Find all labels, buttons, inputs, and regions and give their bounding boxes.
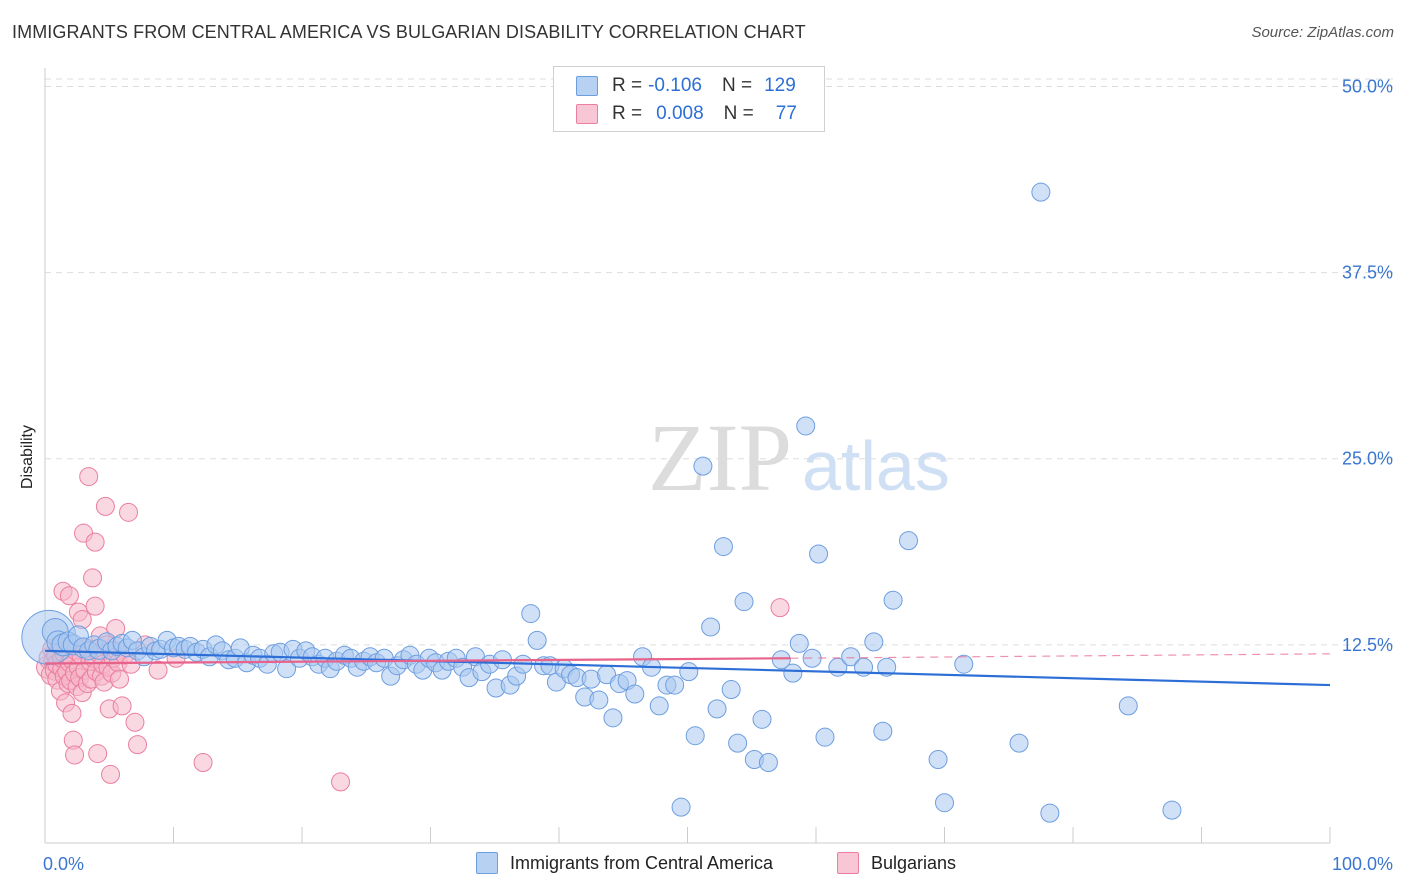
data-point: [85, 532, 105, 552]
gridlines: [45, 78, 1395, 646]
data-point: [954, 654, 974, 674]
data-point: [1162, 800, 1182, 820]
data-point: [112, 696, 132, 716]
axes: [44, 68, 1331, 844]
data-point: [789, 633, 809, 653]
data-point: [707, 699, 727, 719]
watermark-zip: ZIP: [648, 404, 792, 511]
data-point: [79, 467, 99, 487]
legend-swatch-blue: [476, 852, 498, 874]
data-point: [527, 630, 547, 650]
series-central-america: [21, 182, 1182, 823]
data-point: [883, 590, 903, 610]
data-point: [899, 531, 919, 551]
trend-lines: [44, 649, 1331, 687]
legend-label: Immigrants from Central America: [510, 852, 774, 873]
legend-r-label: R =: [612, 75, 643, 96]
bottom-legend-central-america: Immigrants from Central America: [476, 852, 773, 874]
x-tick-label: 100.0%: [1332, 854, 1393, 874]
data-point: [277, 659, 297, 679]
bottom-legend-bulgarians: Bulgarians: [837, 852, 956, 874]
data-point: [713, 537, 733, 557]
data-point: [771, 650, 791, 670]
data-point: [88, 744, 108, 764]
data-point: [841, 647, 861, 667]
data-point: [928, 750, 948, 770]
y-tick-label: 50.0%: [1342, 76, 1393, 96]
legend-row-bulgarians: R = 0.008 N = 77: [576, 101, 797, 127]
legend-n-label: N =: [721, 75, 753, 96]
data-point: [758, 753, 778, 773]
data-point: [65, 745, 85, 765]
series-bulgarians: [36, 467, 790, 792]
legend-r-value: -0.106: [648, 75, 702, 96]
y-tick-label: 25.0%: [1342, 449, 1393, 469]
data-point: [59, 586, 79, 606]
data-point: [734, 592, 754, 612]
data-point: [1009, 733, 1029, 753]
data-point: [83, 568, 103, 588]
data-point: [148, 660, 168, 680]
data-point: [796, 416, 816, 436]
legend-n-value: 77: [775, 103, 797, 124]
correlation-legend: R = -0.106 N = 129 R = 0.008 N = 77: [553, 66, 825, 132]
data-point: [693, 456, 713, 476]
data-point: [95, 496, 115, 516]
data-point: [62, 703, 82, 723]
y-tick-label: 12.5%: [1342, 635, 1393, 655]
data-point: [815, 727, 835, 747]
watermark-atlas: atlas: [802, 427, 950, 505]
data-point: [119, 502, 139, 522]
data-point: [679, 662, 699, 682]
data-point: [128, 735, 148, 755]
data-point: [864, 632, 884, 652]
data-point: [770, 598, 790, 618]
data-point: [603, 708, 623, 728]
legend-n-value: 129: [764, 75, 796, 96]
legend-swatch-blue: [576, 76, 598, 96]
data-point: [685, 726, 705, 746]
data-point: [1040, 803, 1060, 823]
data-point: [665, 675, 685, 695]
data-point: [728, 733, 748, 753]
chart-title: IMMIGRANTS FROM CENTRAL AMERICA VS BULGA…: [12, 22, 806, 42]
y-axis-label: Disability: [19, 424, 36, 490]
data-point: [193, 753, 213, 773]
legend-n-label: N =: [723, 103, 754, 124]
data-point: [331, 772, 351, 792]
data-point: [1118, 696, 1138, 716]
data-point: [101, 764, 121, 784]
tick-labels: 12.5% 25.0% 37.5% 50.0% 0.0% 100.0%: [43, 76, 1393, 874]
data-point: [701, 617, 721, 637]
data-point: [783, 663, 803, 683]
data-point: [625, 684, 645, 704]
legend-label: Bulgarians: [871, 852, 957, 873]
data-point: [1031, 182, 1051, 202]
source-credit: Source: ZipAtlas.com: [1251, 24, 1394, 41]
data-point: [85, 596, 105, 616]
data-point: [649, 696, 669, 716]
data-point: [110, 669, 130, 689]
x-tick-label: 0.0%: [43, 854, 84, 874]
trend-line-dashed: [790, 653, 1331, 659]
legend-swatch-pink: [576, 104, 598, 124]
y-tick-label: 37.5%: [1342, 263, 1393, 283]
trend-line: [44, 649, 1331, 687]
data-point: [721, 680, 741, 700]
legend-swatch-pink: [837, 852, 859, 874]
legend-r-label: R =: [612, 103, 643, 124]
data-point: [125, 712, 145, 732]
data-point: [521, 604, 541, 624]
legend-r-value: 0.008: [656, 103, 704, 124]
trend-line: [44, 657, 791, 665]
data-point: [935, 793, 954, 813]
data-point: [877, 657, 897, 677]
legend-row-central-america: R = -0.106 N = 129: [576, 73, 796, 99]
data-point: [752, 709, 772, 729]
data-point: [873, 721, 893, 741]
data-point: [809, 544, 829, 564]
data-point: [589, 690, 609, 710]
data-point: [671, 797, 691, 817]
